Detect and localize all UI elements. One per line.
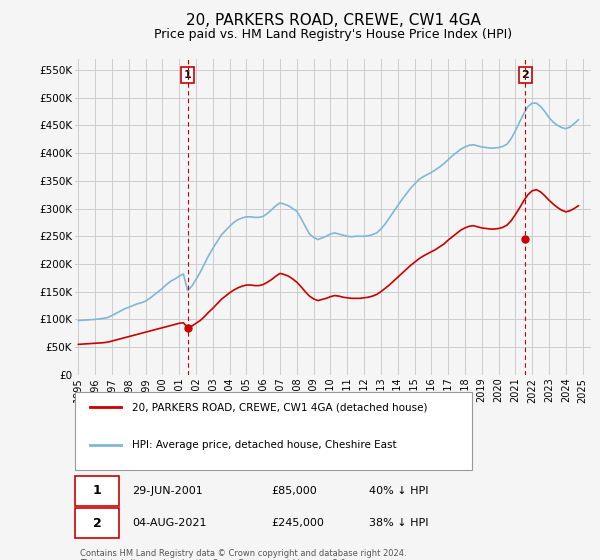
Text: 2: 2 bbox=[93, 517, 101, 530]
Text: 1: 1 bbox=[184, 70, 191, 80]
Text: Price paid vs. HM Land Registry's House Price Index (HPI): Price paid vs. HM Land Registry's House … bbox=[154, 28, 512, 41]
FancyBboxPatch shape bbox=[75, 508, 119, 539]
Text: 20, PARKERS ROAD, CREWE, CW1 4GA: 20, PARKERS ROAD, CREWE, CW1 4GA bbox=[185, 13, 481, 28]
Text: 40% ↓ HPI: 40% ↓ HPI bbox=[369, 486, 428, 496]
Text: 20, PARKERS ROAD, CREWE, CW1 4GA (detached house): 20, PARKERS ROAD, CREWE, CW1 4GA (detach… bbox=[132, 403, 427, 412]
Text: HPI: Average price, detached house, Cheshire East: HPI: Average price, detached house, Ches… bbox=[132, 440, 397, 450]
Text: 2: 2 bbox=[521, 70, 529, 80]
Text: 38% ↓ HPI: 38% ↓ HPI bbox=[369, 518, 428, 528]
Text: £85,000: £85,000 bbox=[271, 486, 317, 496]
Text: 1: 1 bbox=[93, 484, 101, 497]
Text: £245,000: £245,000 bbox=[271, 518, 324, 528]
FancyBboxPatch shape bbox=[75, 475, 119, 506]
FancyBboxPatch shape bbox=[75, 392, 472, 470]
Text: 29-JUN-2001: 29-JUN-2001 bbox=[132, 486, 203, 496]
Text: Contains HM Land Registry data © Crown copyright and database right 2024.
This d: Contains HM Land Registry data © Crown c… bbox=[80, 549, 407, 560]
Text: 04-AUG-2021: 04-AUG-2021 bbox=[132, 518, 206, 528]
